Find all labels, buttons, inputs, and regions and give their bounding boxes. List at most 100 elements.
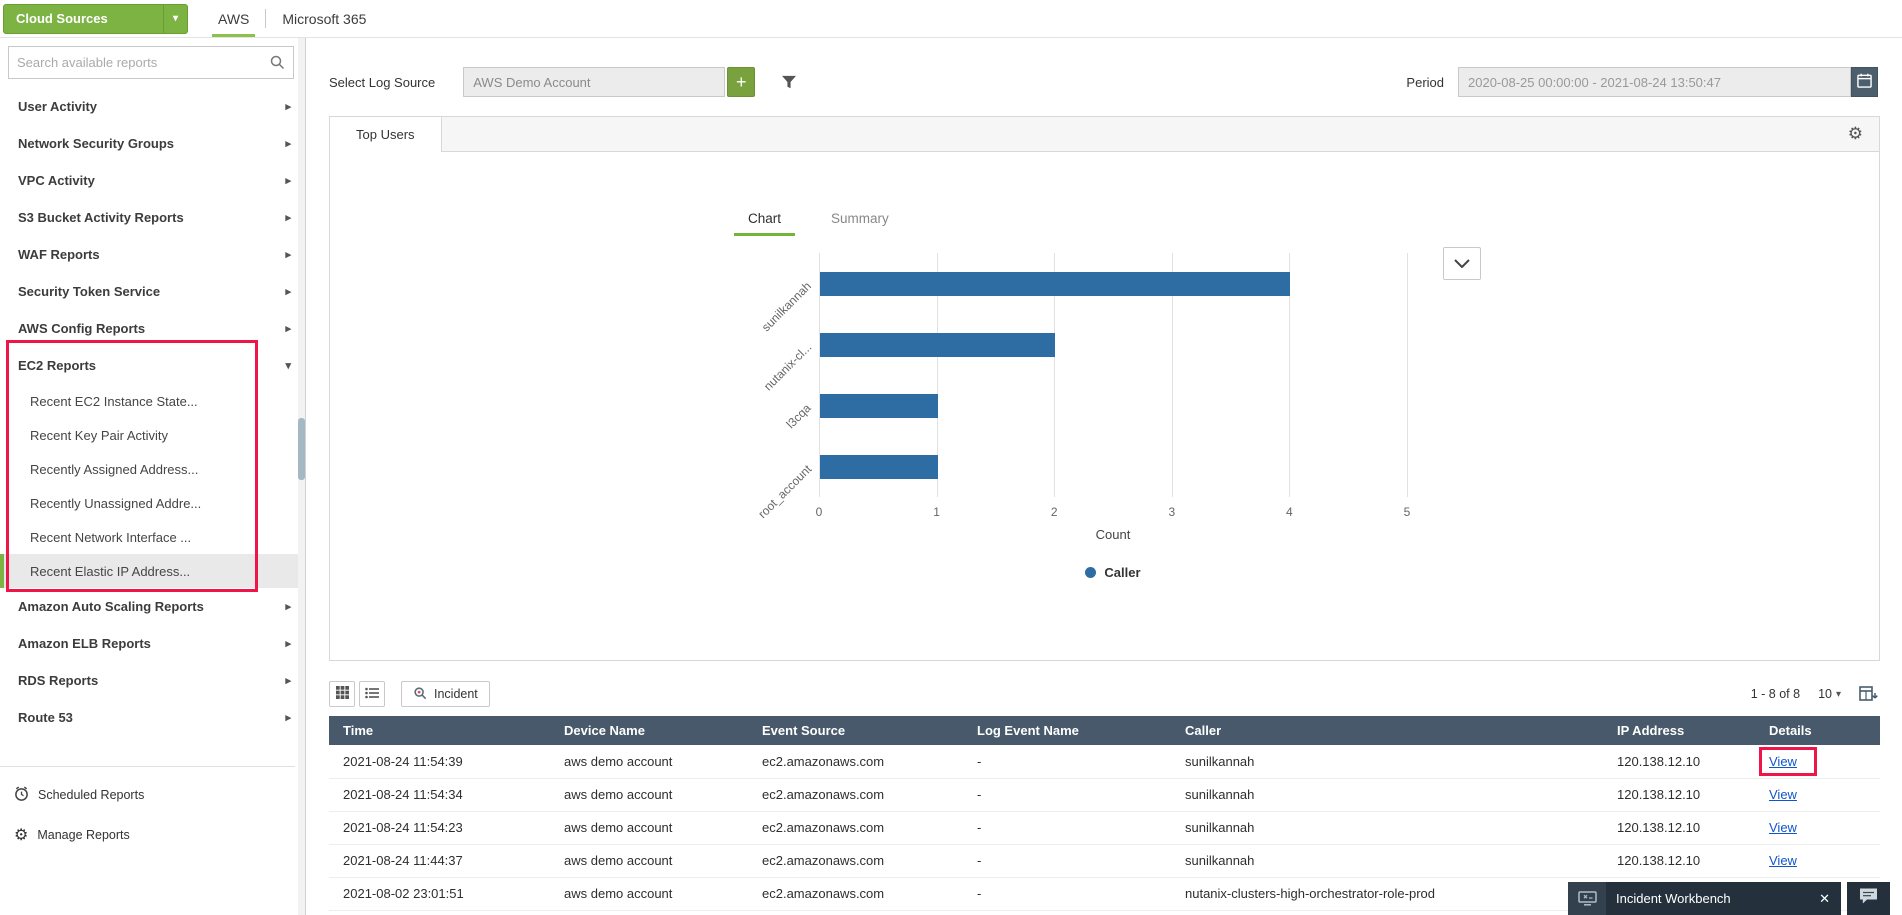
- report-panel: Top Users ⚙ Chart Summary 0 1 2 3 4 5 sunilkan…: [329, 116, 1880, 661]
- sidebar-subitem-recent-elastic-ip-address[interactable]: Recent Elastic IP Address...: [0, 554, 305, 588]
- chevron-right-icon: ▸: [285, 286, 291, 298]
- chevron-right-icon: ▸: [285, 212, 291, 224]
- sidebar-item-route-53[interactable]: Route 53 ▸: [0, 699, 305, 736]
- cell-source: ec2.amazonaws.com: [748, 778, 963, 812]
- cell-ip: 120.138.12.10: [1603, 778, 1755, 812]
- chevron-right-icon: ▸: [285, 675, 291, 687]
- tab-microsoft-365[interactable]: Microsoft 365: [282, 10, 367, 27]
- col-details: Details: [1755, 716, 1880, 745]
- cell-device: aws demo account: [550, 877, 748, 911]
- search-input[interactable]: [9, 55, 270, 70]
- sidebar-item-amazon-elb[interactable]: Amazon ELB Reports ▸: [0, 625, 305, 662]
- tab-top-users[interactable]: Top Users: [330, 117, 442, 152]
- report-menu: User Activity ▸ Network Security Groups ▸ …: [0, 88, 305, 736]
- tab-aws[interactable]: AWS: [202, 0, 265, 37]
- sidebar-item-label: WAF Reports: [18, 247, 100, 262]
- select-log-source-label: Select Log Source: [329, 74, 436, 90]
- y-category-label: sunilkannah: [758, 278, 814, 334]
- period-label: Period: [1406, 74, 1444, 90]
- view-link[interactable]: View: [1769, 820, 1797, 835]
- sidebar-subitem-recent-key-pair-activity[interactable]: Recent Key Pair Activity: [0, 418, 305, 452]
- page-size-select[interactable]: 10 ▾: [1818, 687, 1841, 701]
- tab-summary[interactable]: Summary: [831, 211, 889, 226]
- gridline: [936, 253, 938, 497]
- list-view-button[interactable]: [359, 681, 385, 707]
- sidebar-item-security-token-service[interactable]: Security Token Service ▸: [0, 273, 305, 310]
- incident-button[interactable]: Incident: [401, 681, 490, 707]
- gear-icon[interactable]: ⚙: [1847, 124, 1863, 143]
- incident-icon: [413, 686, 427, 703]
- sidebar-item-rds-reports[interactable]: RDS Reports ▸: [0, 662, 305, 699]
- sidebar-item-label: Amazon Auto Scaling Reports: [18, 599, 204, 614]
- y-category-label: nutanix-cl...: [760, 339, 814, 393]
- cell-time: 2021-08-24 11:44:37: [329, 844, 550, 878]
- sidebar-item-label: S3 Bucket Activity Reports: [18, 210, 184, 225]
- cell-time: 2021-08-24 11:54:39: [329, 745, 550, 779]
- scheduled-reports-link[interactable]: Scheduled Reports: [0, 780, 295, 810]
- workbench-label: Incident Workbench: [1616, 891, 1731, 906]
- sidebar-item-user-activity[interactable]: User Activity ▸: [0, 88, 305, 125]
- chevron-right-icon: ▸: [285, 323, 291, 335]
- gridline: [1407, 253, 1408, 497]
- sidebar-subitem-recently-assigned-address[interactable]: Recently Assigned Address...: [0, 452, 305, 486]
- chart-legend: Caller: [819, 565, 1407, 580]
- sidebar-item-vpc-activity[interactable]: VPC Activity ▸: [0, 162, 305, 199]
- cell-caller: sunilkannah: [1171, 778, 1603, 812]
- export-columns-icon[interactable]: [1859, 686, 1878, 702]
- sidebar-item-label: Route 53: [18, 710, 73, 725]
- sidebar-item-aws-config-reports[interactable]: AWS Config Reports ▸: [0, 310, 305, 347]
- report-search-box: [8, 46, 294, 79]
- cell-time: 2021-08-02 23:01:51: [329, 877, 550, 911]
- sidebar-item-ec2-reports[interactable]: EC2 Reports ▾: [0, 347, 305, 384]
- cell-log-event: -: [963, 844, 1171, 878]
- sidebar-subitem-recent-network-interface[interactable]: Recent Network Interface ...: [0, 520, 305, 554]
- chevron-right-icon: ▸: [285, 712, 291, 724]
- log-source-input[interactable]: [463, 67, 726, 97]
- sidebar-item-network-security-groups[interactable]: Network Security Groups ▸: [0, 125, 305, 162]
- cloud-sources-dropdown[interactable]: Cloud Sources ▾: [3, 3, 188, 34]
- chart-view-tabs: Chart Summary: [734, 204, 925, 236]
- scheduled-reports-label: Scheduled Reports: [38, 788, 145, 802]
- add-log-source-button[interactable]: +: [727, 67, 756, 97]
- col-caller: Caller: [1171, 716, 1603, 745]
- sidebar-item-label: Security Token Service: [18, 284, 161, 299]
- bar-l3cqa: [820, 393, 938, 418]
- view-link[interactable]: View: [1769, 853, 1797, 868]
- period-input[interactable]: [1458, 67, 1851, 97]
- close-icon[interactable]: ✕: [1819, 890, 1830, 906]
- tab-chart[interactable]: Chart: [734, 204, 796, 236]
- filter-icon[interactable]: [781, 75, 797, 89]
- chart-collapse-button[interactable]: [1443, 247, 1481, 280]
- legend-label: Caller: [1104, 565, 1141, 580]
- calendar-icon: [1857, 73, 1872, 91]
- gear-icon: ⚙: [14, 827, 29, 844]
- sidebar-item-amazon-auto-scaling[interactable]: Amazon Auto Scaling Reports ▸: [0, 588, 305, 625]
- chevron-right-icon: ▸: [285, 249, 291, 261]
- view-link[interactable]: View: [1769, 753, 1797, 769]
- calendar-button[interactable]: [1851, 67, 1878, 97]
- cell-device: aws demo account: [550, 844, 748, 878]
- manage-reports-link[interactable]: ⚙ Manage Reports: [0, 820, 295, 850]
- events-table: Time Device Name Event Source Log Event …: [329, 716, 1880, 911]
- chat-button[interactable]: [1847, 882, 1890, 915]
- x-tick-label: 1: [933, 505, 940, 519]
- sidebar-item-s3-bucket-activity[interactable]: S3 Bucket Activity Reports ▸: [0, 199, 305, 236]
- sidebar-scrollbar-track: [298, 38, 305, 915]
- chat-icon: [1858, 887, 1879, 910]
- sidebar-subitem-recently-unassigned-address[interactable]: Recently Unassigned Addre...: [0, 486, 305, 520]
- sidebar-scrollbar-thumb[interactable]: [298, 418, 305, 480]
- clock-icon: [14, 786, 29, 804]
- view-link[interactable]: View: [1769, 787, 1797, 802]
- incident-label: Incident: [434, 687, 478, 701]
- incident-workbench-bar[interactable]: Incident Workbench ✕: [1568, 882, 1841, 915]
- cell-source: ec2.amazonaws.com: [748, 811, 963, 845]
- chevron-right-icon: ▸: [285, 101, 291, 113]
- chart-xlabel: Count: [1095, 527, 1131, 542]
- cell-log-event: -: [963, 811, 1171, 845]
- grid-view-button[interactable]: [329, 681, 355, 707]
- col-device-name: Device Name: [550, 716, 748, 745]
- sidebar-subitem-recent-ec2-instance-state[interactable]: Recent EC2 Instance State...: [0, 384, 305, 418]
- sidebar-item-waf-reports[interactable]: WAF Reports ▸: [0, 236, 305, 273]
- col-log-event-name: Log Event Name: [963, 716, 1171, 745]
- table-row: 2021-08-24 11:54:23 aws demo account ec2…: [329, 811, 1880, 845]
